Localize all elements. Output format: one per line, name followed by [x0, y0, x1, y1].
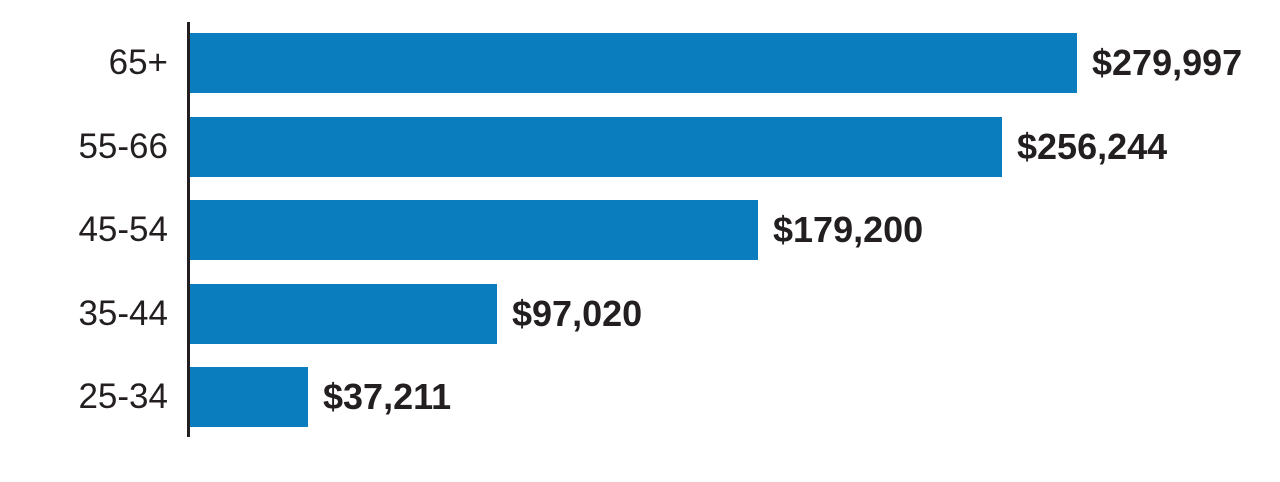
- bar-row: 65+ $279,997: [0, 33, 1280, 93]
- value-label: $279,997: [1092, 42, 1243, 83]
- category-label: 65+: [108, 43, 168, 82]
- bar: [190, 367, 308, 427]
- value-label: $97,020: [512, 292, 643, 334]
- value-label: $256,244: [1017, 125, 1168, 167]
- bar: [190, 116, 1002, 177]
- bar-row: 55-66 $256,244: [0, 116, 1280, 177]
- y-axis-line: [187, 22, 190, 437]
- category-label: 25-34: [78, 377, 168, 416]
- bar-row: 35-44 $97,020: [0, 283, 1280, 344]
- bar-row: 25-34 $37,211: [0, 367, 1280, 427]
- bar: [190, 33, 1077, 93]
- category-label: 35-44: [78, 293, 168, 333]
- category-label: 55-66: [78, 126, 168, 166]
- value-label: $179,200: [773, 209, 924, 250]
- bar: [190, 283, 497, 344]
- bar-row: 45-54 $179,200: [0, 200, 1280, 260]
- category-label: 45-54: [78, 210, 168, 249]
- bar: [190, 200, 758, 260]
- value-label: $37,211: [323, 376, 452, 417]
